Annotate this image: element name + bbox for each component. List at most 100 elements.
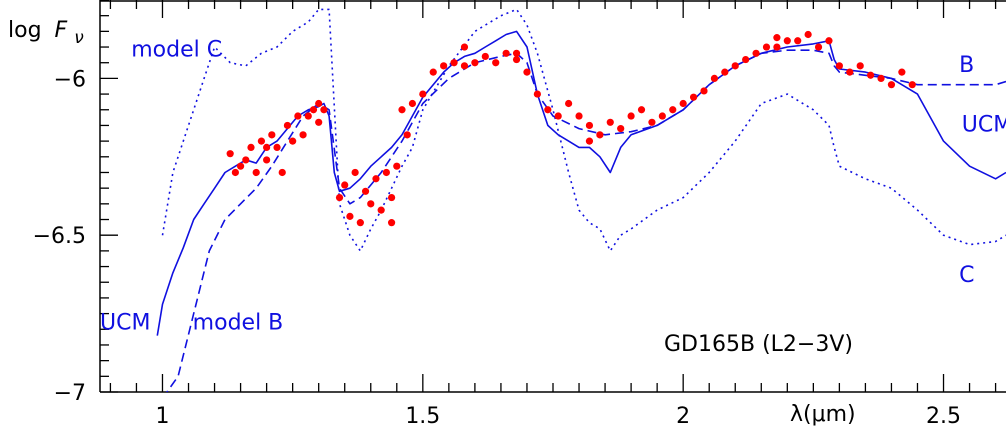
data-point	[387, 193, 396, 202]
data-point	[814, 43, 823, 51]
data-point	[742, 55, 750, 64]
x-tick-label: 1.5	[405, 404, 440, 429]
data-point	[565, 99, 573, 108]
data-point	[273, 143, 281, 151]
data-point	[512, 49, 521, 57]
data-point	[403, 131, 411, 139]
data-point	[658, 112, 666, 120]
data-point	[460, 62, 469, 70]
y-tick-label: −6	[54, 67, 86, 92]
data-point	[679, 99, 687, 108]
data-point	[731, 62, 739, 70]
data-point	[544, 106, 552, 114]
data-point	[263, 156, 271, 164]
data-point	[460, 43, 469, 51]
data-point	[440, 62, 448, 70]
data-point	[617, 124, 625, 133]
data-point	[382, 168, 390, 177]
data-point	[825, 37, 833, 45]
data-point	[877, 74, 885, 82]
data-point	[887, 81, 896, 89]
x-tick-label: 1	[155, 404, 169, 429]
y-axis-label: log F ν	[8, 18, 84, 48]
data-point	[481, 52, 489, 61]
data-point	[367, 200, 375, 208]
data-point	[309, 106, 318, 114]
data-point	[689, 93, 698, 101]
data-point	[835, 62, 843, 70]
data-point	[387, 219, 396, 227]
x-axis-label: λ(μm)	[790, 402, 856, 427]
x-tick-label: 2	[676, 404, 690, 429]
data-point	[315, 99, 323, 108]
data-point	[226, 150, 234, 158]
data-point	[393, 162, 401, 170]
data-point	[856, 62, 864, 70]
series-layer	[156, 8, 1006, 392]
data-point	[320, 106, 328, 114]
data-point	[846, 68, 854, 76]
data-point	[263, 143, 271, 151]
data-point	[429, 68, 437, 76]
data-point	[268, 131, 276, 139]
series-observed	[226, 30, 916, 227]
annotation-c: C	[959, 263, 974, 288]
annotation-layer: model C B UCM C UCM model B	[100, 37, 1006, 335]
data-point	[804, 30, 812, 39]
y-tick-label: −7	[54, 381, 86, 406]
data-point	[596, 131, 604, 139]
annotation-ucm: UCM	[100, 310, 150, 335]
data-point	[283, 121, 292, 130]
data-point	[585, 137, 594, 145]
data-point	[721, 68, 729, 76]
y-tick-label: −6.5	[33, 224, 86, 249]
data-point	[637, 106, 646, 114]
data-point	[289, 137, 297, 145]
data-point	[398, 106, 406, 114]
data-point	[294, 112, 302, 120]
data-point	[257, 137, 266, 145]
data-point	[231, 168, 239, 177]
y-axis-label-prefix: log	[8, 18, 42, 43]
annotation-ucm: UCM	[962, 113, 1006, 138]
data-point	[242, 156, 250, 164]
data-point	[794, 37, 802, 45]
series-model-c-line	[161, 8, 1006, 252]
data-point	[450, 59, 458, 67]
data-point	[700, 87, 708, 95]
data-point	[361, 187, 370, 195]
data-point	[351, 168, 359, 177]
data-point	[502, 49, 510, 57]
data-point	[648, 118, 656, 126]
data-point	[471, 59, 479, 67]
data-point	[315, 118, 323, 126]
data-point	[773, 43, 781, 51]
data-point	[867, 71, 875, 79]
data-point	[606, 118, 614, 126]
data-point	[752, 49, 760, 57]
data-point	[408, 99, 417, 108]
data-point	[773, 34, 781, 42]
data-point	[299, 131, 307, 139]
data-point	[377, 206, 385, 214]
data-point	[356, 219, 364, 227]
y-axis-label-symbol: F	[55, 18, 68, 43]
x-tick-label: 2.5	[926, 404, 961, 429]
data-point	[533, 90, 541, 98]
data-point	[236, 162, 245, 170]
annotation-b: B	[959, 53, 974, 78]
data-point	[523, 68, 531, 76]
data-point	[419, 90, 427, 98]
data-point	[762, 43, 771, 51]
data-point	[669, 106, 677, 114]
data-point	[512, 55, 521, 64]
data-point	[710, 74, 719, 82]
data-point	[372, 175, 380, 183]
data-point	[585, 121, 594, 130]
data-point	[278, 168, 286, 177]
data-point	[575, 112, 583, 120]
data-point	[783, 37, 791, 45]
data-point	[908, 81, 916, 89]
object-label: GD165B (L2−3V)	[664, 332, 853, 357]
data-point	[346, 212, 354, 220]
